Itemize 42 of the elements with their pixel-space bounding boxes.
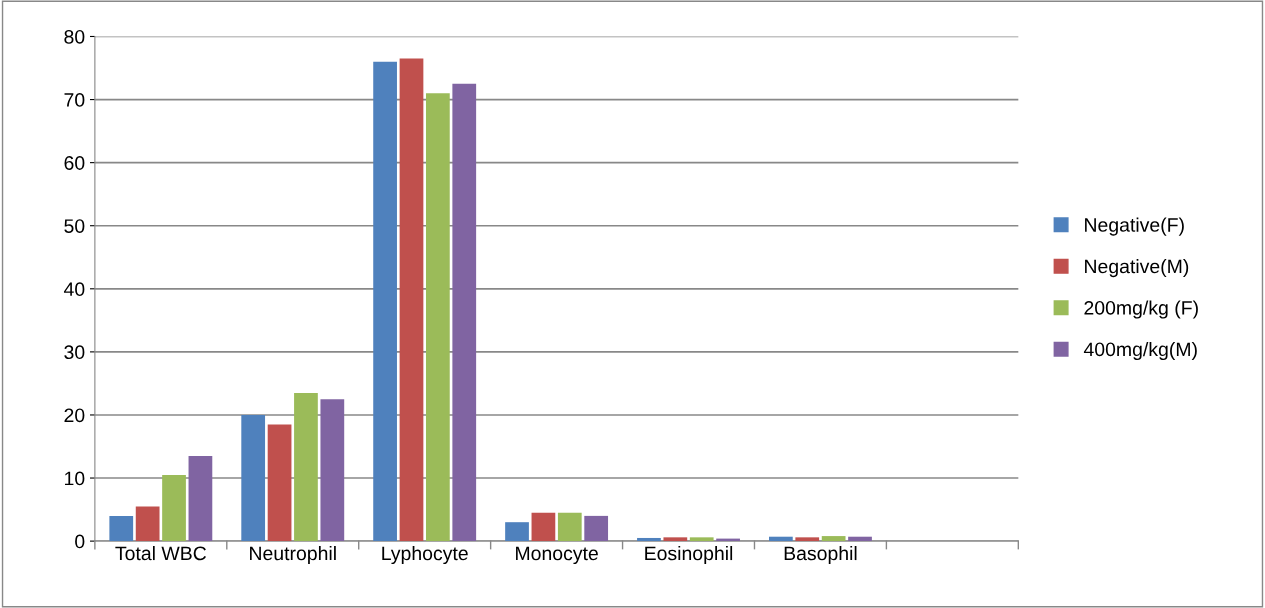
bar [426,93,450,542]
bar [505,522,529,542]
y-tick-label: 0 [75,534,85,549]
bar [320,399,345,542]
bar [768,536,793,542]
legend-label: Negative(F) [1085,217,1184,236]
bar [848,536,872,542]
y-tick-label: 20 [64,408,85,423]
legend-label: Negative(M) [1085,259,1189,278]
y-tick-label: 30 [64,345,85,360]
bar [241,414,266,542]
bar [135,506,160,542]
legend-label: 400mg/kg(M) [1083,341,1197,361]
bar [637,537,661,542]
bar [373,61,397,542]
x-tick-label: Lyphocyte [382,545,468,565]
y-tick-label: 70 [64,93,85,107]
bar [294,392,318,542]
x-tick-label: Eosinophil [645,545,733,565]
bar [267,424,292,542]
bar [162,474,186,542]
bar [557,512,582,542]
bar [399,58,424,542]
bar [795,537,820,542]
x-tick-label: Basophil [784,545,857,565]
bar [188,455,213,542]
y-tick-label: 60 [64,156,85,170]
x-tick-label: Total WBC [115,545,207,561]
y-tick-label: 50 [64,219,85,233]
bar [663,537,688,542]
bar [531,512,556,542]
legend-label: 200mg/kg (F) [1084,300,1198,319]
y-tick-label: 10 [65,471,85,486]
x-tick-label: Monocyte [516,546,598,565]
y-tick-label: 40 [63,282,85,297]
bar [689,537,714,542]
x-tick-label: Neutrophil [250,545,336,565]
y-tick-label: 80 [64,29,85,44]
bar [821,536,846,542]
bar [109,515,134,542]
bar [584,515,609,542]
bar [452,83,477,542]
